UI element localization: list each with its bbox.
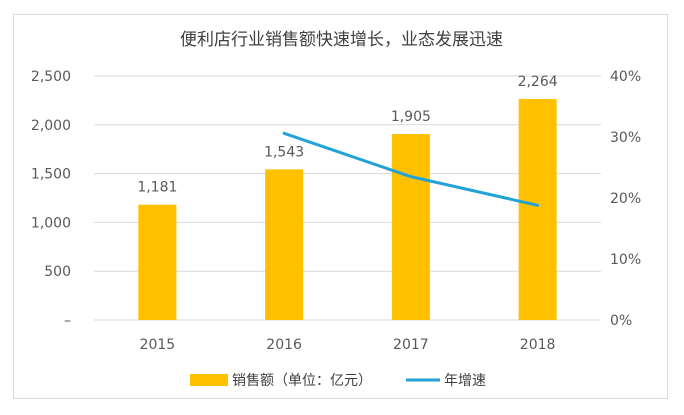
chart-svg: 便利店行业销售额快速增长，业态发展迅速 1,181 1,543 1,905 2,264… xyxy=(31,30,641,389)
y-left-tick-label: 1,000 xyxy=(31,215,71,231)
bar-data-label: 1,543 xyxy=(264,144,304,160)
bar xyxy=(138,204,177,320)
y-right-tick-label: 10% xyxy=(610,252,641,268)
legend: 销售额（单位：亿元） 年增速 xyxy=(190,373,486,389)
bar-data-label: 1,181 xyxy=(137,180,177,196)
data-labels: 1,181 1,543 1,905 2,264 xyxy=(137,74,557,196)
y-left-tick-label: 500 xyxy=(44,264,71,280)
line-series xyxy=(282,131,540,207)
legend-swatch-bar xyxy=(190,374,228,386)
y-left-tick-label: 2,000 xyxy=(31,118,71,134)
y-left-tick-label: – xyxy=(64,313,71,329)
axes: – 500 1,000 1,500 2,000 2,500 0% 10% 20% 30% 40% 20… xyxy=(31,69,641,353)
y-right-tick-label: 40% xyxy=(610,69,641,85)
y-right-tick-label: 20% xyxy=(610,191,641,207)
x-tick-label: 2016 xyxy=(266,337,302,353)
y-left-tick-label: 2,500 xyxy=(31,69,71,85)
bar xyxy=(391,134,430,320)
bar-series xyxy=(138,99,557,320)
bar xyxy=(518,99,557,320)
chart-frame: 便利店行业销售额快速增长，业态发展迅速 1,181 1,543 1,905 2,264… xyxy=(13,14,668,399)
legend-label-growth: 年增速 xyxy=(444,373,486,389)
y-right-tick-label: 0% xyxy=(610,313,632,329)
bar-data-label: 1,905 xyxy=(391,109,431,125)
y-left-tick-label: 1,500 xyxy=(31,167,71,183)
x-tick-label: 2015 xyxy=(140,337,176,353)
x-tick-label: 2018 xyxy=(520,337,556,353)
bar-data-label: 2,264 xyxy=(518,74,558,90)
growth-rate-line xyxy=(282,131,540,207)
gridlines xyxy=(94,75,601,321)
chart-title: 便利店行业销售额快速增长，业态发展迅速 xyxy=(180,30,503,50)
x-tick-label: 2017 xyxy=(393,337,429,353)
legend-label-sales: 销售额（单位：亿元） xyxy=(232,373,372,389)
y-right-tick-label: 30% xyxy=(610,130,641,146)
bar xyxy=(265,169,304,320)
